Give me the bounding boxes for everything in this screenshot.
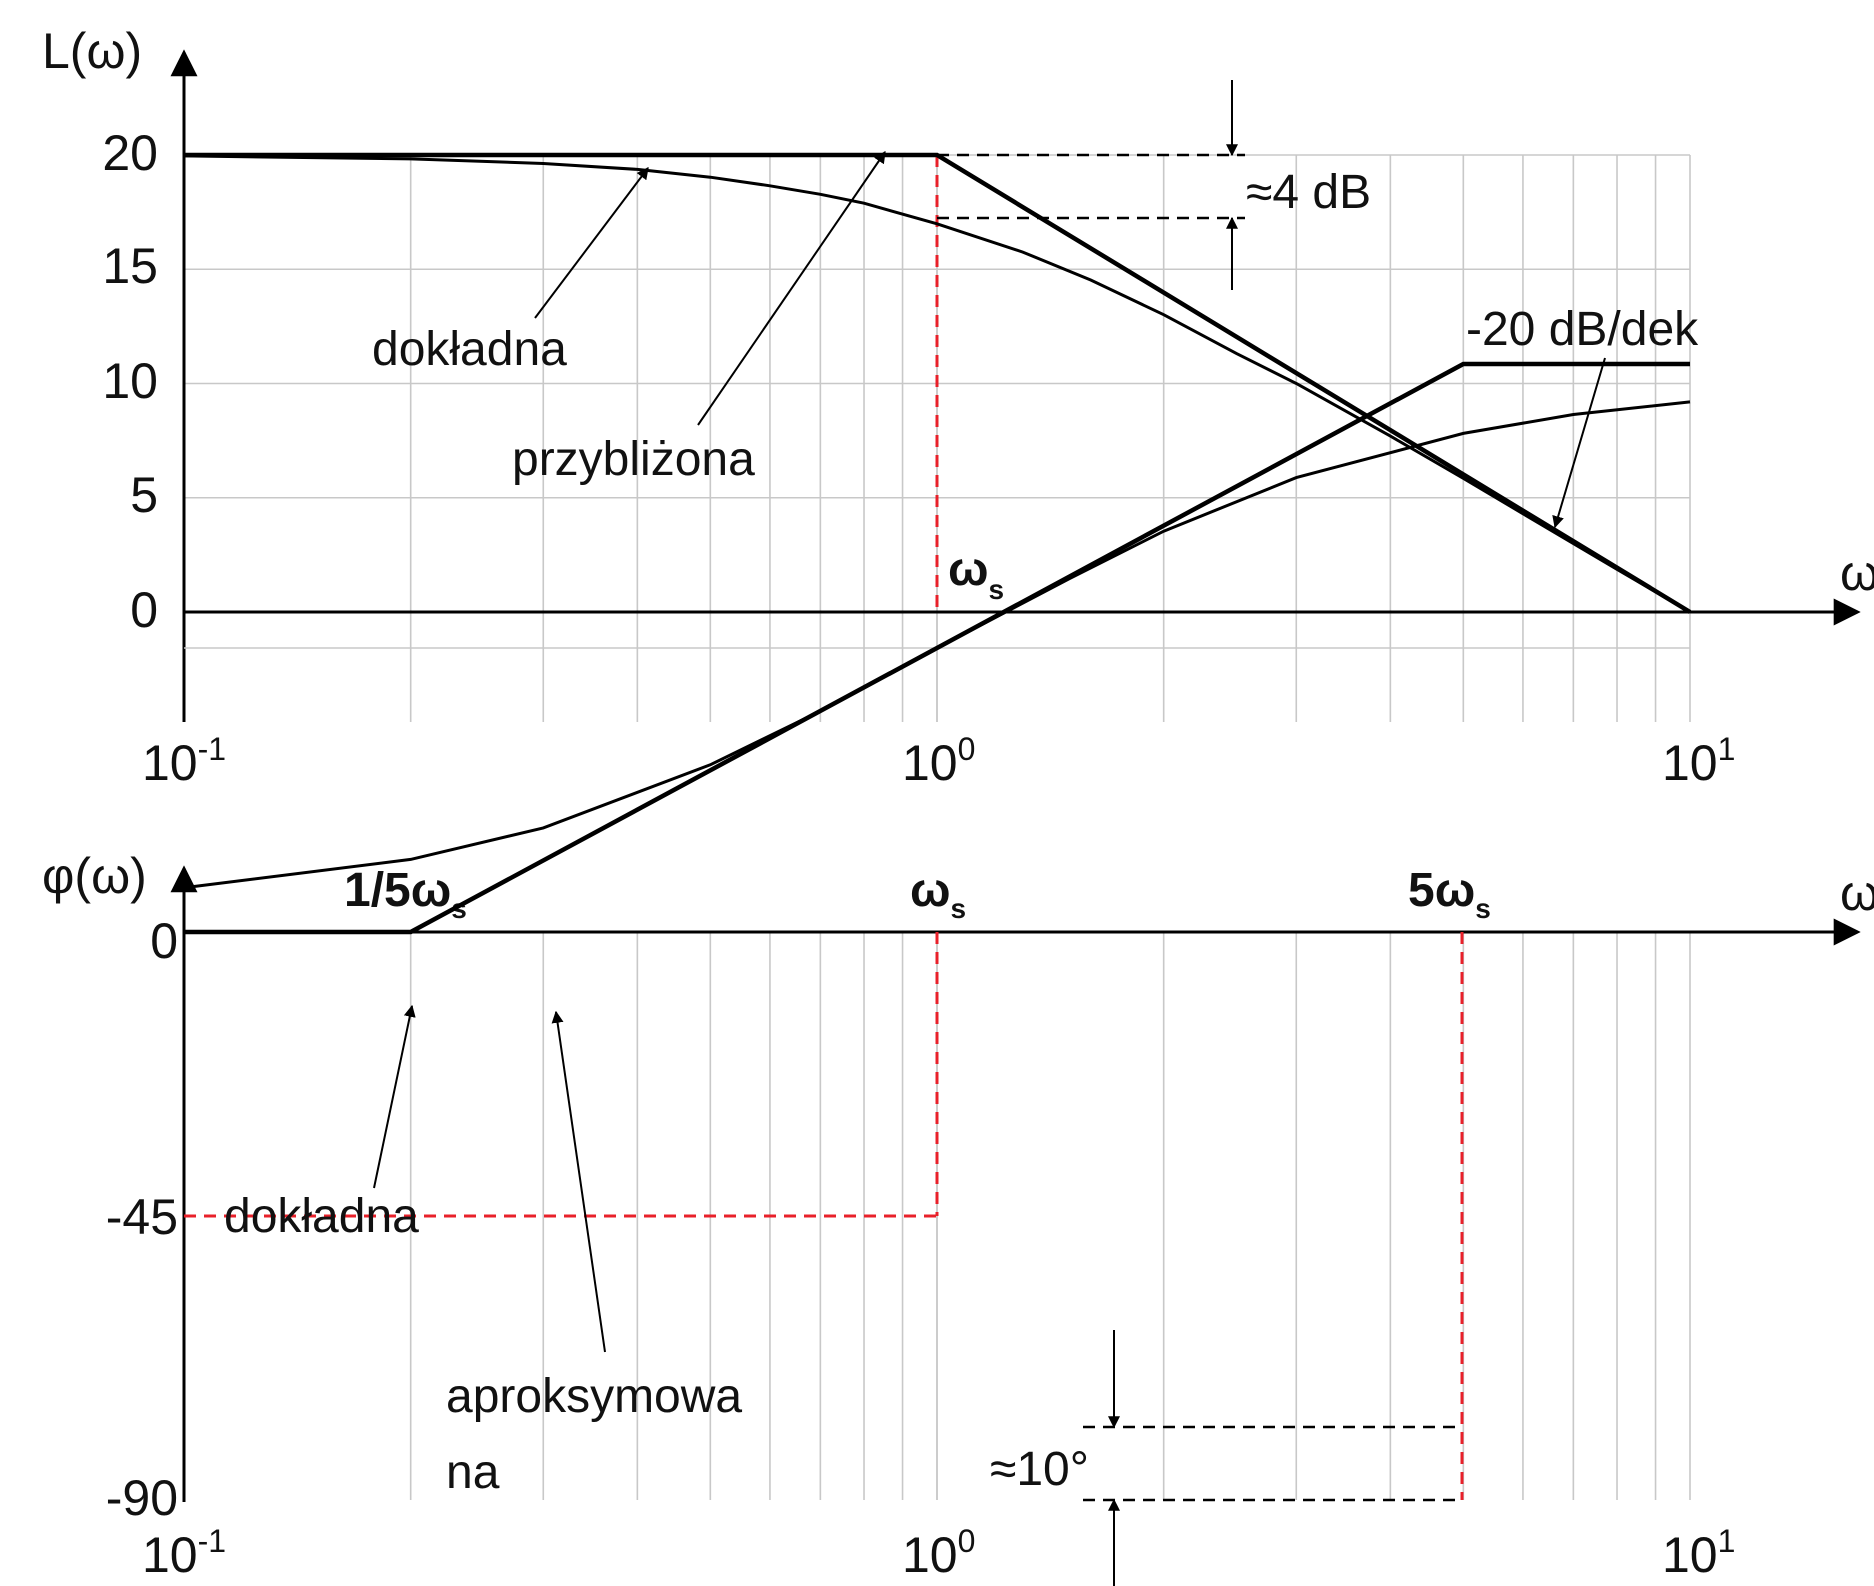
magnitude-y-tick-15: 15 (102, 238, 158, 294)
phase-marker-five-corner: 5ωs (1408, 864, 1491, 924)
magnitude-y-tick-0: 0 (130, 582, 158, 638)
magnitude-gap-label: ≈4 dB (1246, 166, 1371, 219)
magnitude-slope-pointer (1552, 357, 1606, 529)
phase-gap-label: ≈10° (990, 1443, 1089, 1496)
phase-x-tick-0.1: 10-1 (142, 1523, 226, 1583)
magnitude-exact-pointer (534, 167, 649, 319)
phase-x-axis-label: ω (1840, 865, 1874, 921)
magnitude-y-tick-10: 10 (102, 353, 158, 409)
magnitude-plot: L(ω) ω 20 15 10 5 0 10-1 100 101 ωs ≈4 d… (42, 23, 1874, 791)
magnitude-x-tick-10: 101 (1662, 731, 1735, 791)
phase-approx-pointer (551, 1010, 606, 1353)
phase-x-tick-10: 101 (1662, 1523, 1735, 1583)
phase-y-tick-minus-90: -90 (106, 1470, 178, 1526)
magnitude-x-tick-1: 100 (902, 731, 975, 791)
phase-x-tick-1: 100 (902, 1523, 975, 1583)
magnitude-x-axis-label: ω (1840, 545, 1874, 601)
magnitude-approx-pointer (697, 151, 886, 426)
phase-y-tick-minus-45: -45 (106, 1189, 178, 1245)
magnitude-y-tick-20: 20 (102, 125, 158, 181)
phase-y-axis-label: φ(ω) (42, 848, 147, 904)
magnitude-slope-label: -20 dB/dek (1466, 303, 1699, 356)
magnitude-grid (183, 154, 1691, 722)
magnitude-approx-label: przybliżona (512, 433, 755, 486)
phase-marker-corner: ωs (910, 864, 966, 924)
phase-approx-label-line2: na (446, 1446, 500, 1499)
magnitude-x-tick-0.1: 10-1 (142, 731, 226, 791)
phase-y-tick-0: 0 (150, 913, 178, 969)
magnitude-y-axis-label: L(ω) (42, 23, 142, 79)
phase-exact-label: dokładna (224, 1190, 419, 1243)
phase-exact-pointer (373, 1004, 416, 1189)
phase-plot: φ(ω) ω 0 -45 -90 10-1 100 101 1/5ωs ωs 5… (42, 361, 1874, 1586)
phase-asymptotic-curve (184, 361, 1690, 935)
phase-marker-fifth-corner: 1/5ωs (344, 864, 467, 924)
magnitude-exact-label: dokładna (372, 323, 567, 376)
magnitude-corner-label: ωs (948, 543, 1004, 605)
magnitude-y-tick-5: 5 (130, 467, 158, 523)
phase-approx-label-line1: aproksymowa (446, 1370, 742, 1423)
